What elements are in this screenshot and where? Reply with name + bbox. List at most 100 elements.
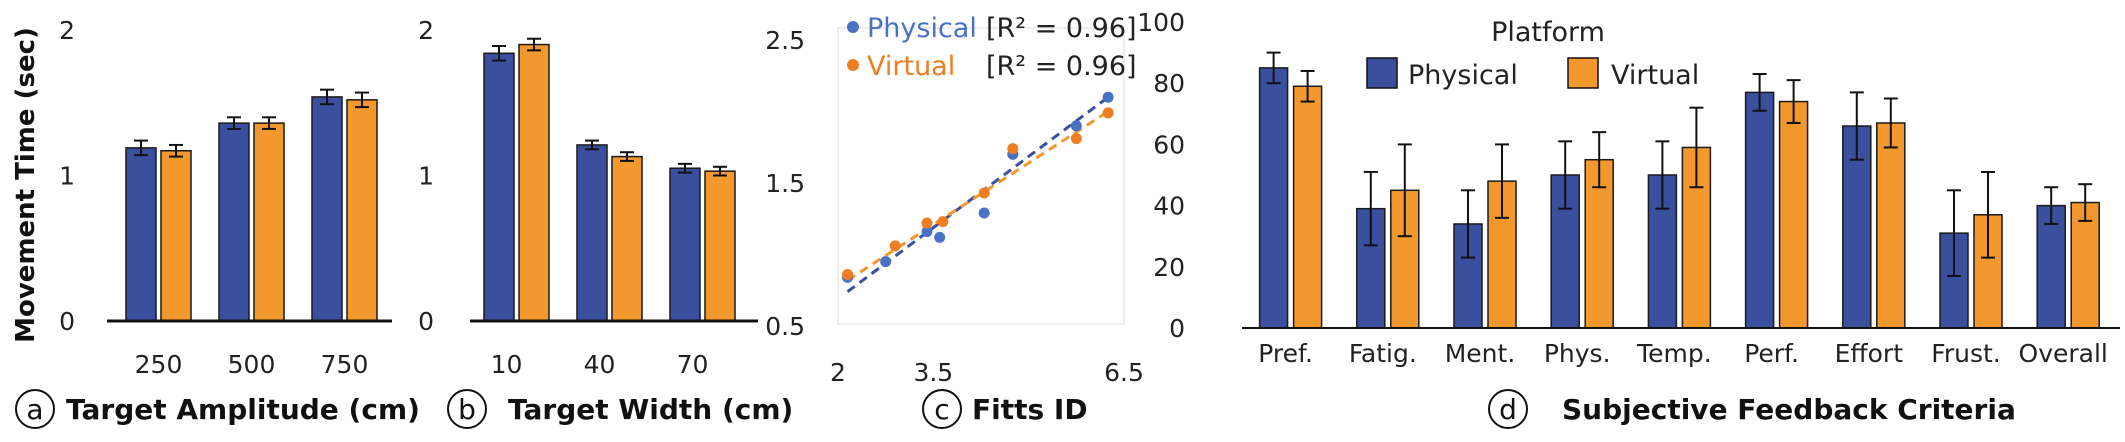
y-tick-label: 1 (59, 162, 75, 191)
x-tick-label: Frust. (1931, 339, 2000, 368)
bar-virtual-pref (1292, 85, 1323, 329)
panel-d-caption-letter: d (1499, 393, 1517, 426)
bar-physical-750 (311, 96, 343, 322)
point-physical (921, 226, 933, 238)
x-tick-label: 250 (135, 350, 183, 379)
panel-c-caption: Fitts ID (972, 393, 1088, 426)
panel-a-ylabel: Movement Time (sec) (11, 27, 41, 343)
y-tick-label: 0 (59, 307, 75, 336)
point-physical (978, 207, 990, 219)
legend-virtual-name: Virtual (1611, 60, 1699, 91)
panel-c-caption-letter: c (934, 393, 949, 426)
bar-physical-70 (669, 167, 701, 322)
legend-virtual-marker (847, 59, 859, 71)
x-tick-label: Phys. (1544, 339, 1611, 368)
y-tick-label: 40 (1153, 192, 1185, 221)
panel-c-caption-circle (922, 389, 962, 429)
panel-c-legend: Physical [R² = 0.96] Virtual [R² = 0.96] (847, 13, 1137, 82)
panel-d-caption: Subjective Feedback Criteria (1562, 393, 2016, 426)
x-tick-label: Pref. (1258, 339, 1313, 368)
y-tick-label: 60 (1153, 130, 1185, 159)
y-tick-label: 1 (418, 162, 434, 191)
x-tick-label: 2 (830, 358, 846, 387)
x-tick-label: Overall (2019, 339, 2108, 368)
point-virtual (978, 187, 990, 199)
bar-virtual-750 (346, 99, 378, 322)
panel-b-caption-circle (447, 389, 487, 429)
x-tick-label: Fatig. (1349, 339, 1417, 368)
point-virtual (842, 269, 854, 281)
legend-physical-marker (847, 21, 859, 33)
legend-physical-swatch (1366, 57, 1398, 89)
y-tick-label: 2 (59, 16, 75, 45)
x-tick-label: 70 (677, 350, 709, 379)
panel-d-xticks: Pref. Fatig. Ment. Phys. Temp. Perf. Effort Fru… (1258, 339, 2108, 368)
trendline-physical (846, 95, 1110, 293)
bar-virtual-250 (160, 150, 192, 322)
panel-a-caption-circle (15, 389, 55, 429)
panel-c-plot-frame (837, 27, 1125, 325)
panel-b-caption: Target Width (cm) (508, 393, 793, 426)
panel-b-caption-letter: b (458, 393, 476, 426)
panel-d-yticks: 0 20 40 60 80 100 (1137, 8, 1185, 343)
y-tick-label: 0 (1169, 314, 1185, 343)
legend-virtual-label: Virtual (867, 51, 955, 82)
legend-physical-r2: [R² = 0.96] (986, 13, 1137, 44)
panel-c-plot (842, 91, 1114, 293)
point-virtual (889, 240, 901, 252)
bar-physical-10 (483, 52, 515, 322)
y-tick-label: 0.5 (765, 312, 805, 341)
panel-c: 0.5 1.5 2.5 2 3.5 6.5 Physical [R² = 0.96] V… (765, 13, 1144, 429)
bar-virtual-500 (253, 122, 285, 322)
x-tick-label: Effort (1835, 339, 1904, 368)
bar-physical-250 (125, 147, 157, 322)
point-physical (1102, 91, 1114, 103)
bar-virtual-effort (1876, 122, 1906, 329)
y-tick-label: 1.5 (765, 169, 805, 198)
panel-c-xticks: 2 3.5 6.5 (830, 358, 1144, 387)
y-tick-label: 2.5 (765, 26, 805, 55)
x-tick-label: Ment. (1445, 339, 1516, 368)
point-virtual (937, 216, 949, 228)
point-virtual (921, 217, 933, 229)
panel-a-xticks: 250 500 750 (135, 350, 369, 379)
panel-b: 0 1 2 10 40 70 b Target Width (cm) (418, 16, 793, 429)
bar-virtual-overall (2070, 201, 2100, 329)
x-tick-label: 6.5 (1104, 358, 1144, 387)
bar-physical-ment (1453, 223, 1483, 329)
x-tick-label: 40 (584, 350, 616, 379)
bar-virtual-40 (611, 155, 643, 322)
x-tick-label: 750 (321, 350, 369, 379)
x-tick-label: Perf. (1744, 339, 1799, 368)
legend-physical-name: Physical (1408, 60, 1518, 91)
bar-physical-500 (218, 122, 250, 322)
x-tick-label: 10 (491, 350, 523, 379)
panel-a-caption: Target Amplitude (cm) (66, 393, 420, 426)
x-tick-label: 500 (228, 350, 276, 379)
panel-d-caption-circle (1488, 389, 1528, 429)
point-virtual (1007, 143, 1019, 155)
legend-virtual-r2: [R² = 0.96] (986, 51, 1137, 82)
bar-virtual-70 (704, 170, 736, 322)
panel-a-caption-letter: a (26, 393, 43, 426)
y-tick-label: 2 (418, 16, 434, 45)
panel-d-legend: Platform Physical Virtual (1366, 17, 1699, 91)
panel-a: Movement Time (sec) 0 1 2 250 500 750 a Targ… (11, 16, 420, 429)
trendline-virtual (846, 110, 1109, 282)
panel-a-bars (125, 88, 378, 322)
point-virtual (1102, 107, 1114, 119)
panel-b-bars (483, 37, 736, 322)
panel-a-yticks: 0 1 2 (59, 16, 75, 336)
y-tick-label: 80 (1153, 69, 1185, 98)
panel-d-legend-title: Platform (1491, 17, 1605, 48)
bar-physical-perf (1744, 91, 1775, 329)
bar-physical-pref (1258, 67, 1289, 329)
panel-b-yticks: 0 1 2 (418, 16, 434, 336)
x-tick-label: 3.5 (913, 358, 953, 387)
point-physical (880, 256, 892, 268)
legend-physical-label: Physical (867, 13, 977, 44)
bar-virtual-10 (518, 43, 550, 322)
point-physical (934, 231, 946, 243)
